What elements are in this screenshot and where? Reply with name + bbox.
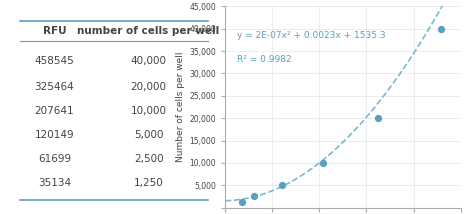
Text: 120149: 120149: [35, 130, 74, 140]
Text: number of cells per well: number of cells per well: [78, 25, 220, 36]
Text: 2,500: 2,500: [134, 154, 164, 164]
Text: 5,000: 5,000: [134, 130, 164, 140]
Point: [375, 116, 382, 120]
Point: [319, 161, 327, 165]
Point: [278, 184, 285, 187]
Text: R² = 0.9982: R² = 0.9982: [237, 55, 291, 64]
Text: 61699: 61699: [38, 154, 71, 164]
Text: 458545: 458545: [35, 56, 74, 66]
Text: 40,000: 40,000: [131, 56, 167, 66]
Text: RFU: RFU: [43, 25, 66, 36]
Text: 207641: 207641: [35, 106, 74, 116]
Point: [238, 200, 245, 204]
Text: 10,000: 10,000: [131, 106, 167, 116]
Text: 325464: 325464: [35, 82, 74, 92]
Text: 20,000: 20,000: [131, 82, 167, 92]
Point: [437, 27, 445, 30]
Text: 35134: 35134: [38, 178, 71, 189]
Text: 1,250: 1,250: [134, 178, 164, 189]
Point: [251, 195, 258, 198]
Y-axis label: Number of cells per well: Number of cells per well: [176, 52, 185, 162]
Text: y = 2E-07x² + 0.0023x + 1535.3: y = 2E-07x² + 0.0023x + 1535.3: [237, 31, 385, 40]
